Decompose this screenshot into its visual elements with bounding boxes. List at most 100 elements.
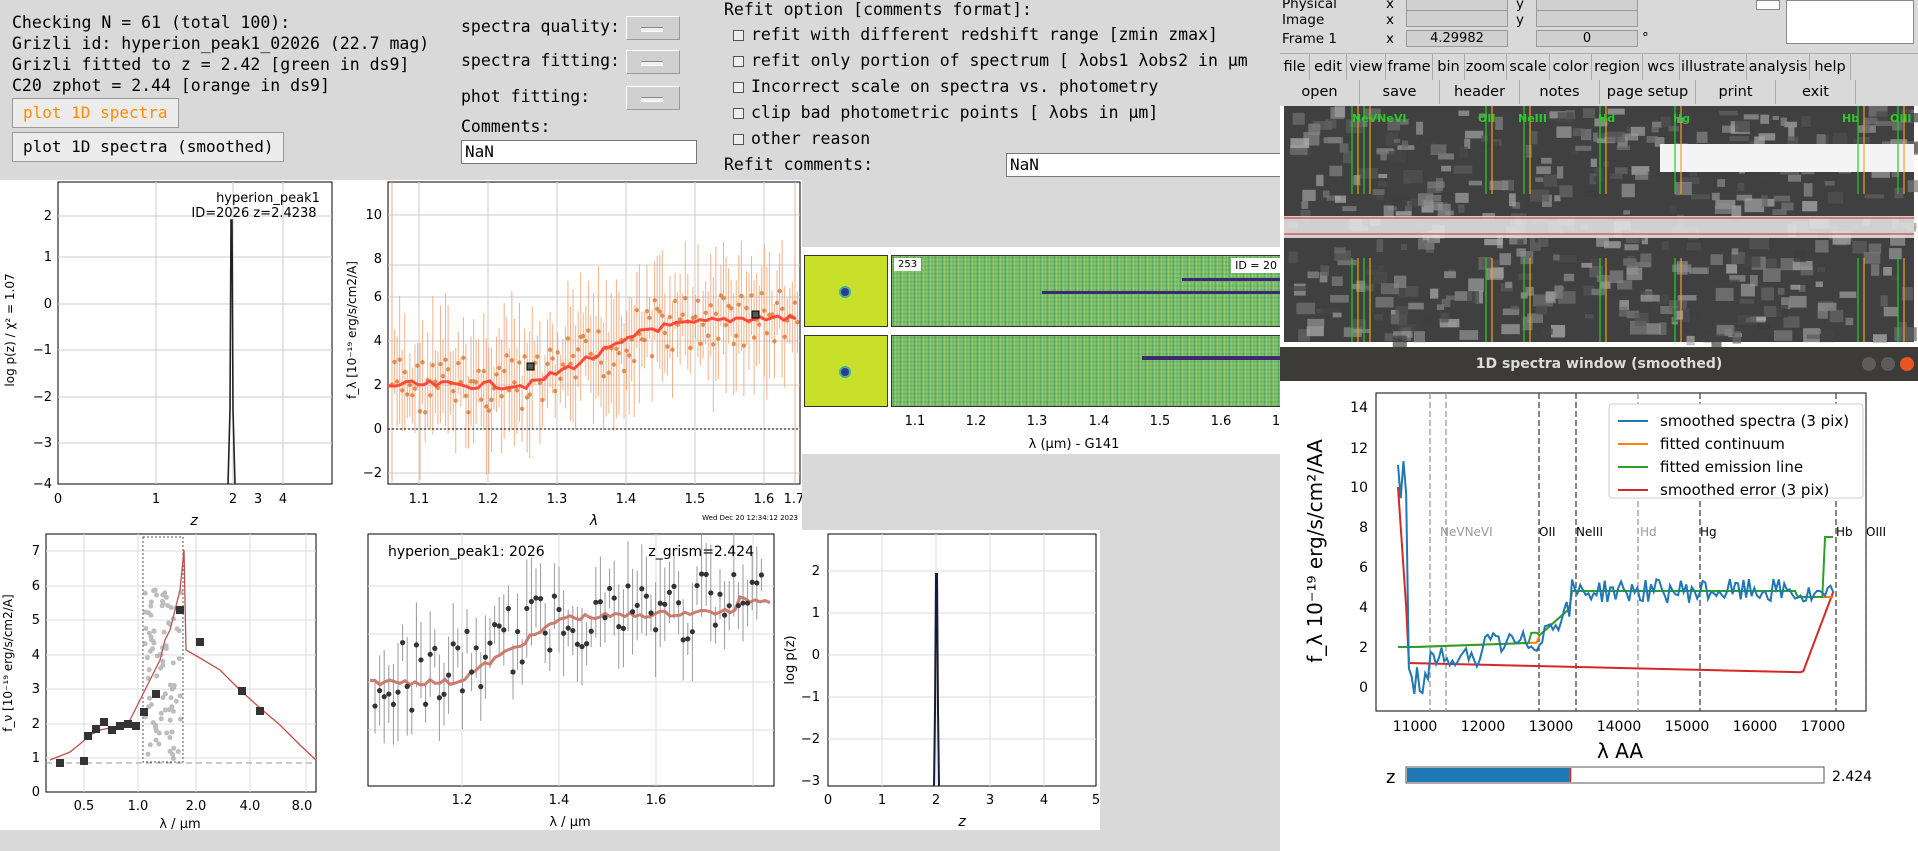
ds9-menu-bin[interactable]: bin [1433,54,1465,80]
y-tick: 6 [32,579,40,594]
info-line-4: C20 zphot = 2.44 [orange in ds9] [12,76,330,95]
ds9-menu-file[interactable]: file [1280,54,1310,80]
maximize-icon[interactable] [1881,357,1895,371]
y-tick: 0 [32,785,40,800]
ds9-menu-frame[interactable]: frame [1386,54,1433,80]
x-tick: 1.4 [1089,414,1110,429]
ds9-notes-button[interactable]: notes [1520,80,1600,104]
x-tick: 1.2 [966,414,987,429]
ds9-menu-color[interactable]: color [1550,54,1592,80]
ds9-line-label: Hb [1842,112,1859,125]
smoothed-spectra-window: 1D spectra window (smoothed) NeVNeVI OII… [1280,347,1918,851]
minimize-icon[interactable] [1862,357,1876,371]
ds9-line-label: OII [1478,112,1496,125]
y-tick: −1 [801,690,820,705]
ds9-header-button[interactable]: header [1440,80,1520,104]
ds9-page-setup-button[interactable]: page setup [1600,80,1696,104]
y-tick: 8 [1359,520,1368,536]
ds9-menu-zoom[interactable]: zoom [1465,54,1507,80]
ds9-menu-analysis[interactable]: analysis [1747,54,1810,80]
x-tick: 1.2 [478,492,499,507]
ds9-menu-region[interactable]: region [1592,54,1643,80]
ds9-print-button[interactable]: print [1696,80,1776,104]
ds9-axis-label: x [1386,12,1394,28]
refit-option-5-checkbox[interactable] [733,134,744,145]
x-tick: 1.4 [616,492,637,507]
x-tick: 1.6 [754,492,775,507]
plot-1d-smoothed-button[interactable]: plot 1D spectra (smoothed) [12,132,285,162]
win-line-label: NeIII [1576,525,1603,539]
y-tick: −2 [363,466,382,481]
stamp-tag-253: 253 [894,258,922,271]
y-tick: 2 [1359,640,1368,656]
x-tick: 0.5 [74,799,95,814]
x-tick: 1.5 [1150,414,1171,429]
ds9-image-canvas[interactable]: NeVNeVI OII NeIII Hd Hg Hb OIII [1280,106,1918,347]
ds9-menu-help[interactable]: help [1810,54,1851,80]
spec-plot-ylabel: f_λ [10⁻¹⁹ erg/s/cm2/A] [345,261,359,399]
x-tick: 1.0 [128,799,149,814]
z-slider-handle[interactable] [1569,768,1572,782]
ds9-save-button[interactable]: save [1360,80,1440,104]
ds9-panner[interactable] [1756,0,1780,10]
x-tick: 1 [152,492,160,507]
spectrum-2d-stamp-2 [891,335,1282,407]
pz-plot-ylabel: log p(z) / χ² = 1.07 [3,273,17,386]
refit-option-3-checkbox[interactable] [733,82,744,93]
y-tick: 4 [32,648,40,663]
y-tick: 2 [32,717,40,732]
x-tick: 11000 [1393,719,1438,735]
ds9-menu-wcs[interactable]: wcs [1643,54,1680,80]
pz-plot-id: ID=2026 z=2.4238 [191,206,316,221]
pz-plot-title: hyperion_peak1 [216,191,320,206]
win-xlabel: λ AA [1597,739,1643,763]
ds9-line-label: Hg [1673,112,1690,125]
ds9-menu-illustrate[interactable]: illustrate [1680,54,1747,80]
y-tick: 1 [44,250,52,265]
x-tick: 1.5 [685,492,706,507]
spectra-fitting-menu[interactable] [626,50,680,74]
x-tick: 15000 [1665,719,1710,735]
x-tick: 13000 [1529,719,1574,735]
sed-plot: 7 6 5 4 3 2 1 0 0.5 1.0 2.0 4.0 8.0 λ / μm f_ν [10⁻… [0,530,320,830]
legend-item: fitted continuum [1660,435,1785,453]
spec-plot: 10 8 6 4 2 0 −2 1.1 1.2 1.3 1.4 1.5 1.6 1.7 λ f_λ [1… [340,180,802,530]
win-line-label: Hg [1700,525,1717,539]
x-tick: 1.1 [905,414,926,429]
plot-1d-spectra-button[interactable]: plot 1D spectra [12,98,179,128]
ds9-frame-x: 4.29982 [1406,30,1508,47]
x-tick: 2 [932,793,940,808]
ds9-exit-button[interactable]: exit [1776,80,1856,104]
ds9-menu-bar: file edit view frame bin zoom scale colo… [1280,53,1918,81]
x-tick: 5 [1092,793,1100,808]
spec-plot-xlabel: λ [589,513,598,529]
direct-image-stamp-2 [804,335,888,407]
ds9-menu-view[interactable]: view [1347,54,1386,80]
refit-option-1-checkbox[interactable] [733,30,744,41]
refit-comments-input[interactable]: NaN [1006,153,1281,177]
comments-input[interactable]: NaN [461,140,697,164]
refit-option-4-checkbox[interactable] [733,108,744,119]
info-line-3: Grizli fitted to z = 2.42 [green in ds9] [12,55,410,74]
win-line-label: OII [1539,525,1556,539]
ds9-row-physical-label: Physical [1282,0,1337,12]
info-line-1: Checking N = 61 (total 100): [12,13,291,32]
close-icon[interactable] [1900,357,1914,371]
smoothed-window-title: 1D spectra window (smoothed) [1280,347,1918,381]
win-line-label: Hd [1640,525,1657,539]
legend-item: smoothed error (3 pix) [1660,481,1829,499]
ds9-menu-scale[interactable]: scale [1507,54,1550,80]
phot-fitting-label: phot fitting: [461,87,591,106]
y-tick: −4 [33,477,52,492]
ds9-menu-edit[interactable]: edit [1310,54,1347,80]
info-line-2: Grizli id: hyperion_peak1_02026 (22.7 ma… [12,34,430,53]
stamps-panel: 253 ID = 20 1.1 1.2 1.3 1.4 1.5 1.6 1 λ (μm) -… [802,247,1282,454]
phot-fitting-menu[interactable] [626,86,680,110]
x-tick: 1.6 [646,793,667,808]
spectra-quality-menu[interactable] [626,16,680,40]
refit-option-2-checkbox[interactable] [733,56,744,67]
pz-plot: hyperion_peak1 ID=2026 z=2.4238 2 1 0 −1 −2 −… [0,180,340,530]
ds9-open-button[interactable]: open [1280,80,1360,104]
y-tick: −3 [801,774,820,789]
zoom-spec-plot: hyperion_peak1: 2026 z_grism=2.424 1.2 1.… [320,530,780,830]
